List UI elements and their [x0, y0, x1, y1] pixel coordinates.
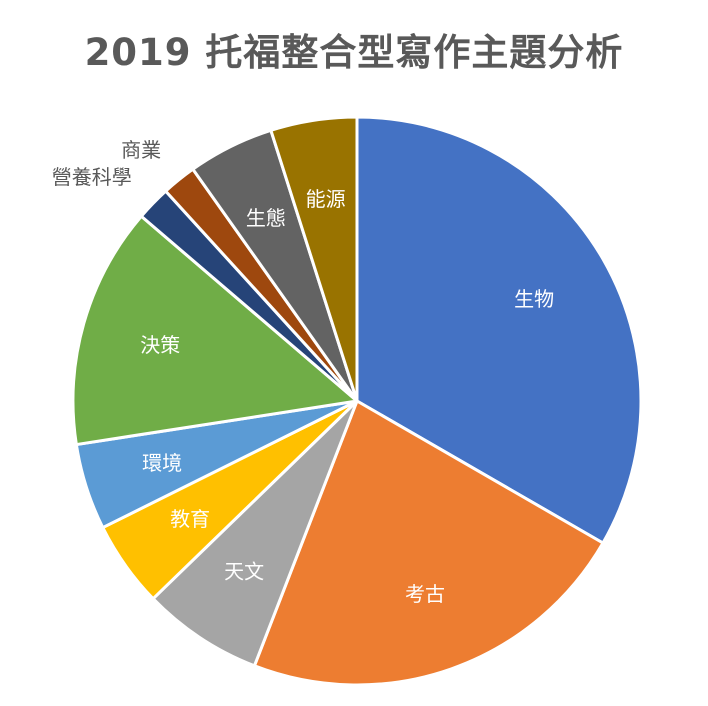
pie-label-7: 商業: [121, 138, 161, 162]
pie-label-0: 生物: [514, 287, 554, 311]
pie-label-6: 營養科學: [52, 165, 132, 189]
pie-label-9: 能源: [306, 187, 346, 211]
pie-slice-9: [269, 115, 359, 403]
pie-slices: [71, 115, 643, 687]
pie-slice-5: [71, 214, 359, 447]
pie-slice-0: [355, 115, 643, 545]
chart-title: 2019 托福整合型寫作主題分析: [84, 31, 624, 74]
pie-label-1: 考古: [405, 582, 445, 606]
pie-slice-2: [151, 399, 359, 668]
pie-slice-1: [252, 399, 605, 687]
pie-label-2: 天文: [224, 560, 264, 584]
pie-label-5: 決策: [140, 333, 180, 357]
pie-label-3: 教育: [170, 507, 210, 531]
pie-label-8: 生態: [246, 206, 286, 230]
pie-label-4: 環境: [142, 451, 182, 475]
